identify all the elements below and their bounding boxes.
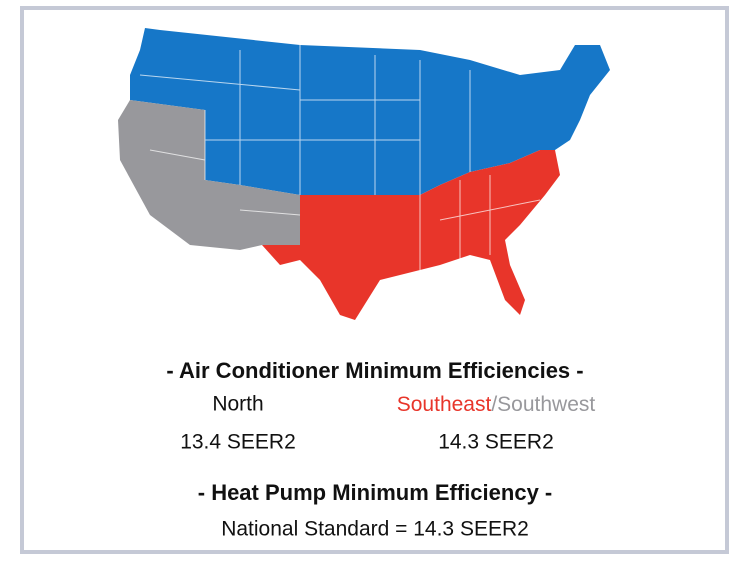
southeast-label: Southeast xyxy=(397,393,492,416)
southwest-region xyxy=(118,100,300,250)
hp-title: - Heat Pump Minimum Efficiency - xyxy=(198,480,553,505)
south-label: Southeast/Southwest xyxy=(397,393,596,416)
separator: / xyxy=(491,393,497,416)
south-value: 14.3 SEER2 xyxy=(438,431,554,454)
north-label: North xyxy=(212,393,263,416)
hp-standard: National Standard = 14.3 SEER2 xyxy=(221,518,529,541)
state-lines xyxy=(139,45,541,270)
ac-title: - Air Conditioner Minimum Efficiencies - xyxy=(166,358,583,383)
southwest-label: Southwest xyxy=(497,393,595,416)
north-region xyxy=(130,28,610,195)
us-map xyxy=(118,28,610,320)
north-value: 13.4 SEER2 xyxy=(180,431,296,454)
southeast-region xyxy=(262,150,560,320)
